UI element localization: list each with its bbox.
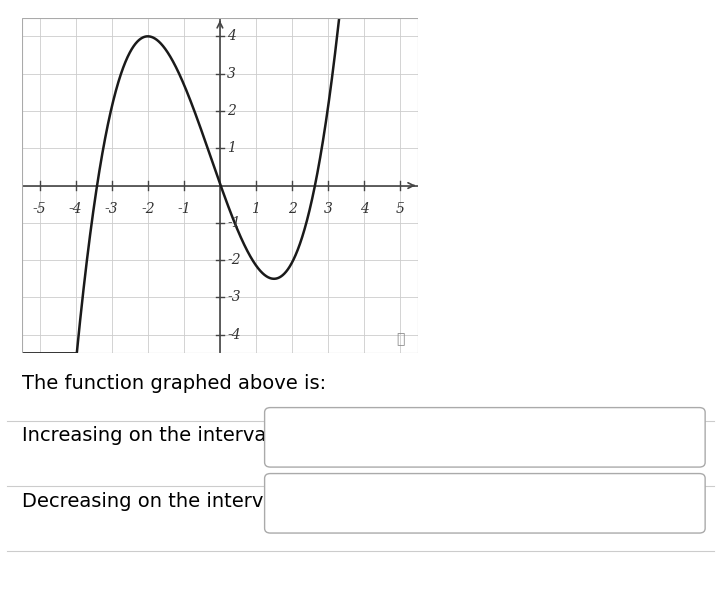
Text: -4: -4	[69, 202, 82, 216]
Text: -4: -4	[227, 327, 241, 342]
Text: Decreasing on the interval(s): Decreasing on the interval(s)	[22, 492, 306, 511]
Bar	[22, 18, 418, 353]
Text: -3: -3	[227, 290, 241, 305]
Text: 4: 4	[360, 202, 368, 216]
Text: 1: 1	[252, 202, 260, 216]
Text: -5: -5	[33, 202, 46, 216]
Text: 1: 1	[227, 141, 236, 155]
Text: 4: 4	[227, 29, 236, 44]
Text: 3: 3	[324, 202, 332, 216]
Text: 5: 5	[396, 202, 404, 216]
Text: -1: -1	[227, 216, 241, 230]
Text: -2: -2	[141, 202, 154, 216]
Text: -2: -2	[227, 253, 241, 267]
Text: The function graphed above is:: The function graphed above is:	[22, 374, 326, 393]
Text: 🔍: 🔍	[396, 332, 404, 346]
Text: -3: -3	[105, 202, 118, 216]
Text: 3: 3	[227, 67, 236, 81]
Text: 2: 2	[288, 202, 296, 216]
Text: 2: 2	[227, 104, 236, 118]
Text: Increasing on the interval(s): Increasing on the interval(s)	[22, 426, 296, 445]
Text: -1: -1	[177, 202, 190, 216]
